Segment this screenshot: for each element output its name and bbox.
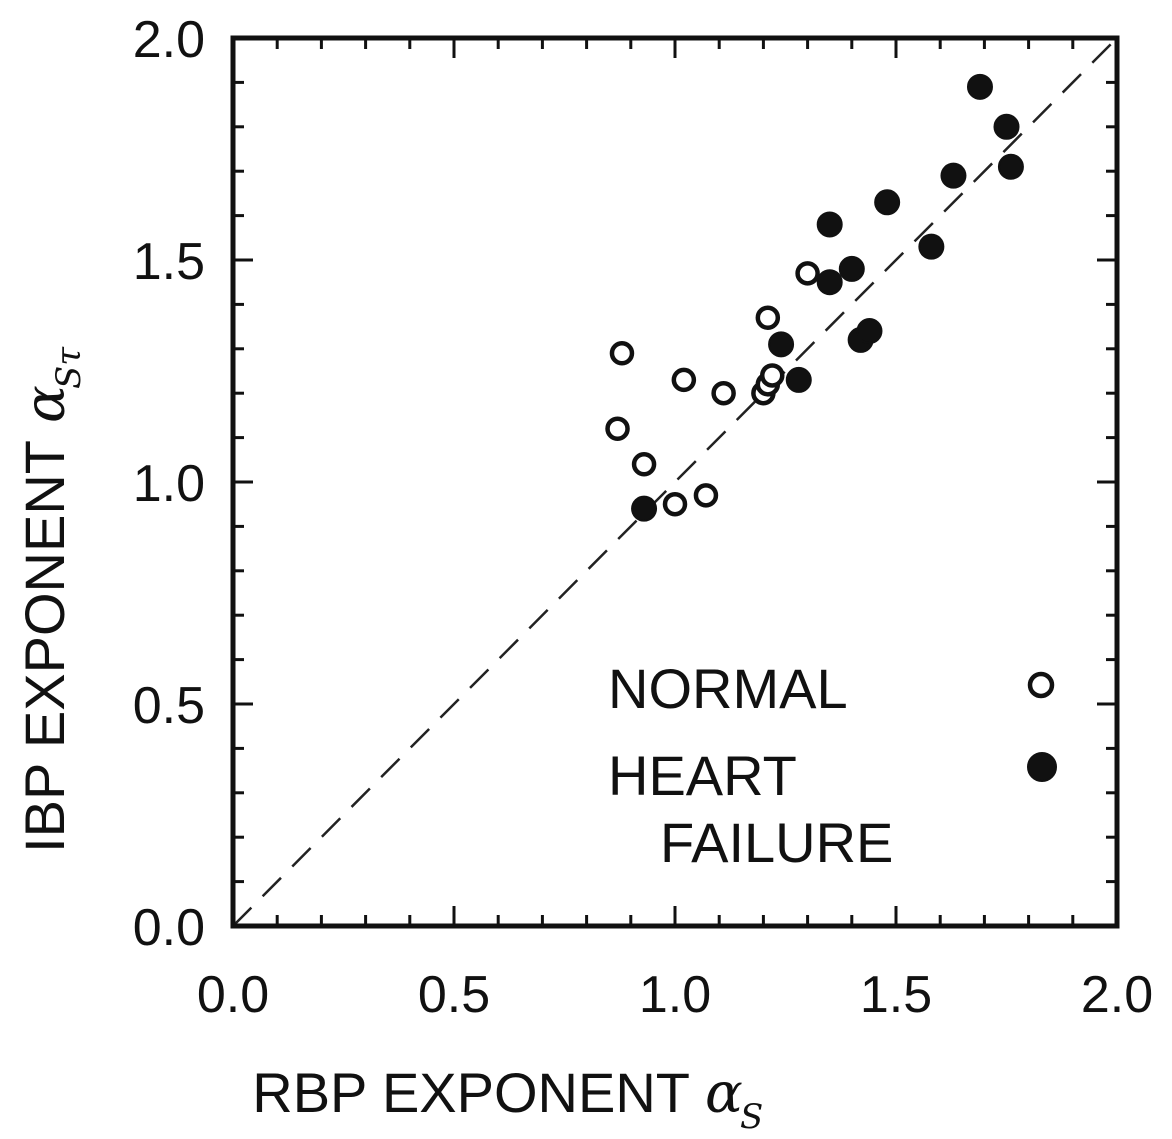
x-tick-label: 0.5 xyxy=(418,966,490,1024)
normal-point xyxy=(755,305,781,330)
heart-failure-point xyxy=(997,153,1024,180)
legend: NORMAL HEART FAILURE xyxy=(608,657,1057,874)
normal-point xyxy=(693,483,719,508)
legend-marker-heart-failure xyxy=(1027,752,1057,782)
x-axis-symbol-subscript: S xyxy=(740,1097,763,1137)
heart-failure-point xyxy=(816,269,843,296)
y-axis-symbol: α xyxy=(13,385,78,423)
heart-failure-point xyxy=(993,113,1020,140)
heart-failure-point xyxy=(785,366,812,393)
normal-point xyxy=(662,491,688,517)
heart-failure-point xyxy=(918,233,945,260)
legend-label-failure: FAILURE xyxy=(660,811,893,874)
x-axis-title: RBP EXPONENT xyxy=(252,1061,690,1124)
normal-point xyxy=(795,261,820,286)
heart-failure-point xyxy=(816,211,843,238)
heart-failure-point xyxy=(966,73,993,100)
data-points xyxy=(605,73,1024,522)
y-tick-label: 1.0 xyxy=(133,455,205,513)
legend-label-normal: NORMAL xyxy=(608,657,848,720)
y-tick-label: 0.0 xyxy=(133,899,205,957)
normal-point xyxy=(759,363,785,388)
normal-point xyxy=(631,451,657,477)
x-tick-label: 1.5 xyxy=(860,966,932,1024)
y-axis-symbol-subscript: Sτ xyxy=(49,346,89,389)
x-tick-label: 0.0 xyxy=(197,966,269,1024)
y-tick-label: 2.0 xyxy=(133,11,205,69)
normal-point xyxy=(711,380,736,406)
tick-labels: 0.0 0.0 0.5 0.5 1.0 1.0 1.5 1.5 2.0 2.0 xyxy=(133,11,1153,1024)
y-tick-label: 1.5 xyxy=(133,233,205,291)
heart-failure-point xyxy=(768,331,795,358)
heart-failure-point xyxy=(631,495,658,522)
x-axis-symbol: α xyxy=(705,1061,743,1126)
normal-point xyxy=(671,367,697,393)
y-tick-label: 0.5 xyxy=(133,677,205,735)
plot-frame xyxy=(230,35,1120,929)
x-tick-label: 1.0 xyxy=(639,966,711,1024)
normal-point xyxy=(605,416,630,441)
heart-failure-point xyxy=(874,189,901,216)
heart-failure-point xyxy=(838,255,865,282)
x-tick-label: 2.0 xyxy=(1081,966,1153,1024)
heart-failure-point xyxy=(940,162,967,189)
normal-point xyxy=(609,340,635,366)
heart-failure-point xyxy=(856,318,883,345)
legend-marker-normal xyxy=(1027,671,1055,699)
y-axis-title: IBP EXPONENT xyxy=(13,440,76,853)
legend-label-heart: HEART xyxy=(608,744,797,807)
